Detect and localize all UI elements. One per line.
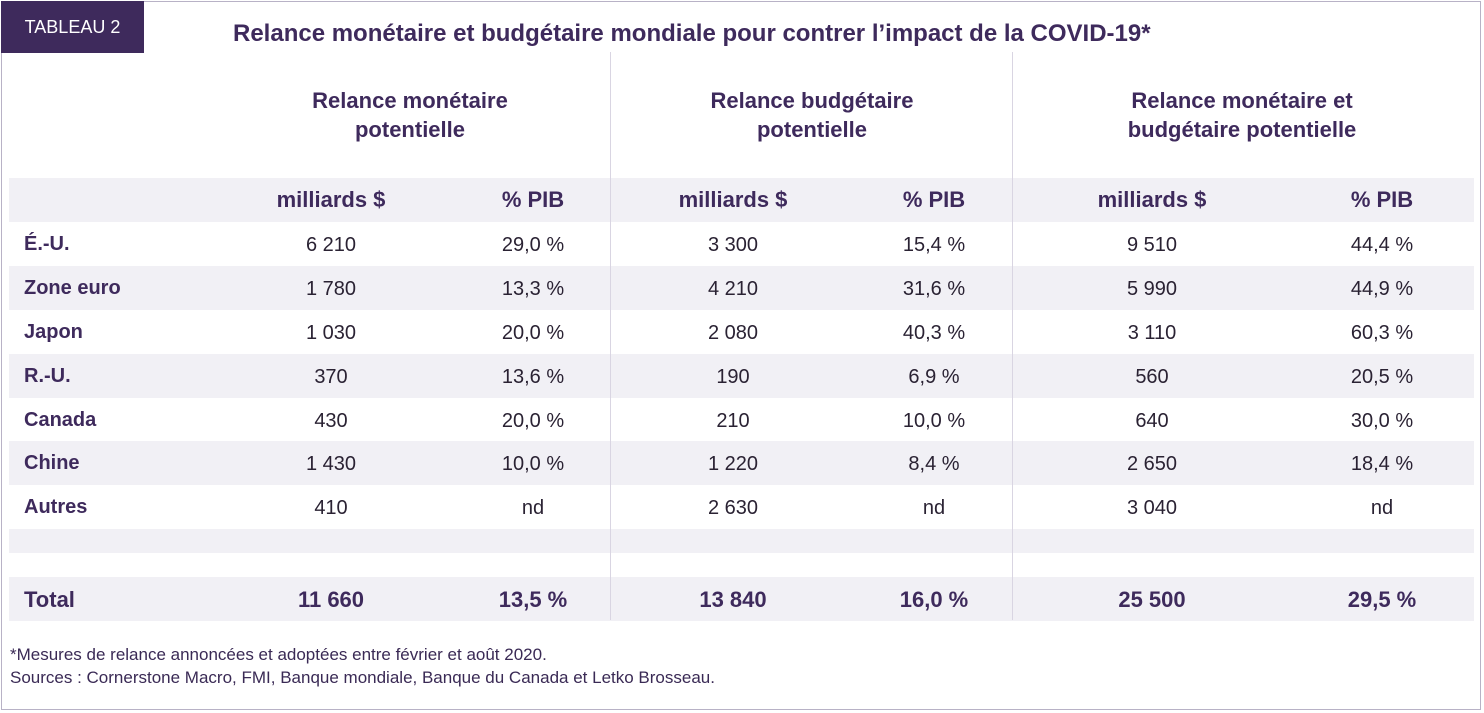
row-label: Canada bbox=[24, 409, 97, 431]
row-band bbox=[9, 354, 1474, 398]
table-cell: 13,3 % bbox=[501, 278, 565, 300]
table-cell: 4 210 bbox=[707, 278, 759, 300]
table-cell: 8,4 % bbox=[908, 453, 960, 475]
table-cell: 29,0 % bbox=[501, 234, 565, 256]
total-label: Total bbox=[24, 587, 75, 612]
table-cell: 210 bbox=[716, 410, 750, 432]
table-cell: 2 080 bbox=[707, 322, 759, 344]
table-cell: nd bbox=[521, 497, 545, 519]
table-cell: 430 bbox=[314, 410, 348, 432]
row-label: É.-U. bbox=[24, 233, 70, 255]
row-label: Japon bbox=[24, 321, 83, 343]
unit-header-amount: milliards $ bbox=[1097, 187, 1207, 212]
table-cell: 60,3 % bbox=[1350, 322, 1414, 344]
table-cell: 3 110 bbox=[1127, 322, 1177, 344]
group-header-line: Relance budgétaire bbox=[710, 88, 914, 113]
total-cell: 13,5 % bbox=[498, 587, 568, 612]
spacer-band bbox=[9, 529, 1474, 553]
table-cell: 10,0 % bbox=[501, 453, 565, 475]
sources-note: Sources : Cornerstone Macro, FMI, Banque… bbox=[10, 668, 715, 687]
table-cell: 6,9 % bbox=[908, 366, 960, 388]
table-cell: 1 780 bbox=[305, 278, 357, 300]
table-cell: 3 040 bbox=[1126, 497, 1178, 519]
table-cell: 30,0 % bbox=[1350, 410, 1414, 432]
table-cell: 40,3 % bbox=[902, 322, 966, 344]
table-cell: 31,6 % bbox=[902, 278, 966, 300]
table-cell: 1 220 bbox=[707, 453, 759, 475]
table-cell: 18,4 % bbox=[1350, 453, 1414, 475]
table-cell: 410 bbox=[314, 497, 348, 519]
group-header-line: Relance monétaire bbox=[312, 88, 508, 113]
table-cell: 370 bbox=[314, 366, 348, 388]
group-header-line: potentielle bbox=[756, 117, 867, 142]
table-cell: 2 650 bbox=[1126, 453, 1178, 475]
total-band bbox=[9, 577, 1474, 621]
units-band bbox=[9, 178, 1474, 222]
column-divider bbox=[610, 52, 611, 620]
row-label: R.-U. bbox=[24, 365, 71, 387]
table-cell: 9 510 bbox=[1126, 234, 1178, 256]
group-header-line: potentielle bbox=[354, 117, 465, 142]
table-cell: 44,4 % bbox=[1350, 234, 1414, 256]
table-cell: 20,0 % bbox=[501, 322, 565, 344]
table-cell: 1 030 bbox=[305, 322, 357, 344]
group-header-line: budgétaire potentielle bbox=[1127, 117, 1357, 142]
table-cell: 2 630 bbox=[707, 497, 759, 519]
column-divider bbox=[1012, 52, 1013, 620]
table-tag: TABLEAU 2 bbox=[1, 1, 144, 53]
total-cell: 11 660 bbox=[297, 587, 365, 612]
table-cell: 10,0 % bbox=[902, 410, 966, 432]
row-band bbox=[9, 266, 1474, 310]
total-cell: 25 500 bbox=[1118, 587, 1186, 612]
total-cell: 16,0 % bbox=[899, 587, 969, 612]
row-label: Autres bbox=[24, 496, 88, 518]
total-cell: 29,5 % bbox=[1347, 587, 1417, 612]
table-cell: 44,9 % bbox=[1350, 278, 1414, 300]
total-cell: 13 840 bbox=[699, 587, 767, 612]
unit-header-pct: % PIB bbox=[902, 187, 966, 212]
unit-header-amount: milliards $ bbox=[276, 187, 386, 212]
table-cell: 5 990 bbox=[1126, 278, 1178, 300]
group-header-combined: Relance monétaire et budgétaire potentie… bbox=[1082, 86, 1402, 144]
table-cell: nd bbox=[922, 497, 946, 519]
unit-header-amount: milliards $ bbox=[678, 187, 788, 212]
footnote: *Mesures de relance annoncées et adoptée… bbox=[10, 645, 547, 664]
group-header-line: Relance monétaire et bbox=[1131, 88, 1353, 113]
table-cell: 20,5 % bbox=[1350, 366, 1414, 388]
table-cell: 13,6 % bbox=[501, 366, 565, 388]
table-cell: 20,0 % bbox=[501, 410, 565, 432]
unit-header-pct: % PIB bbox=[501, 187, 565, 212]
table-cell: 190 bbox=[716, 366, 750, 388]
table-cell: 640 bbox=[1135, 410, 1169, 432]
table-cell: nd bbox=[1370, 497, 1394, 519]
table-cell: 6 210 bbox=[305, 234, 357, 256]
table-title: Relance monétaire et budgétaire mondiale… bbox=[233, 20, 1151, 47]
row-band bbox=[9, 441, 1474, 485]
table-cell: 560 bbox=[1135, 366, 1169, 388]
row-label: Zone euro bbox=[24, 277, 121, 299]
table-cell: 1 430 bbox=[305, 453, 357, 475]
table-cell: 15,4 % bbox=[902, 234, 966, 256]
group-header-fiscal: Relance budgétaire potentielle bbox=[662, 86, 962, 144]
unit-header-pct: % PIB bbox=[1350, 187, 1414, 212]
group-header-monetary: Relance monétaire potentielle bbox=[260, 86, 560, 144]
row-label: Chine bbox=[24, 452, 80, 474]
table-cell: 3 300 bbox=[707, 234, 759, 256]
